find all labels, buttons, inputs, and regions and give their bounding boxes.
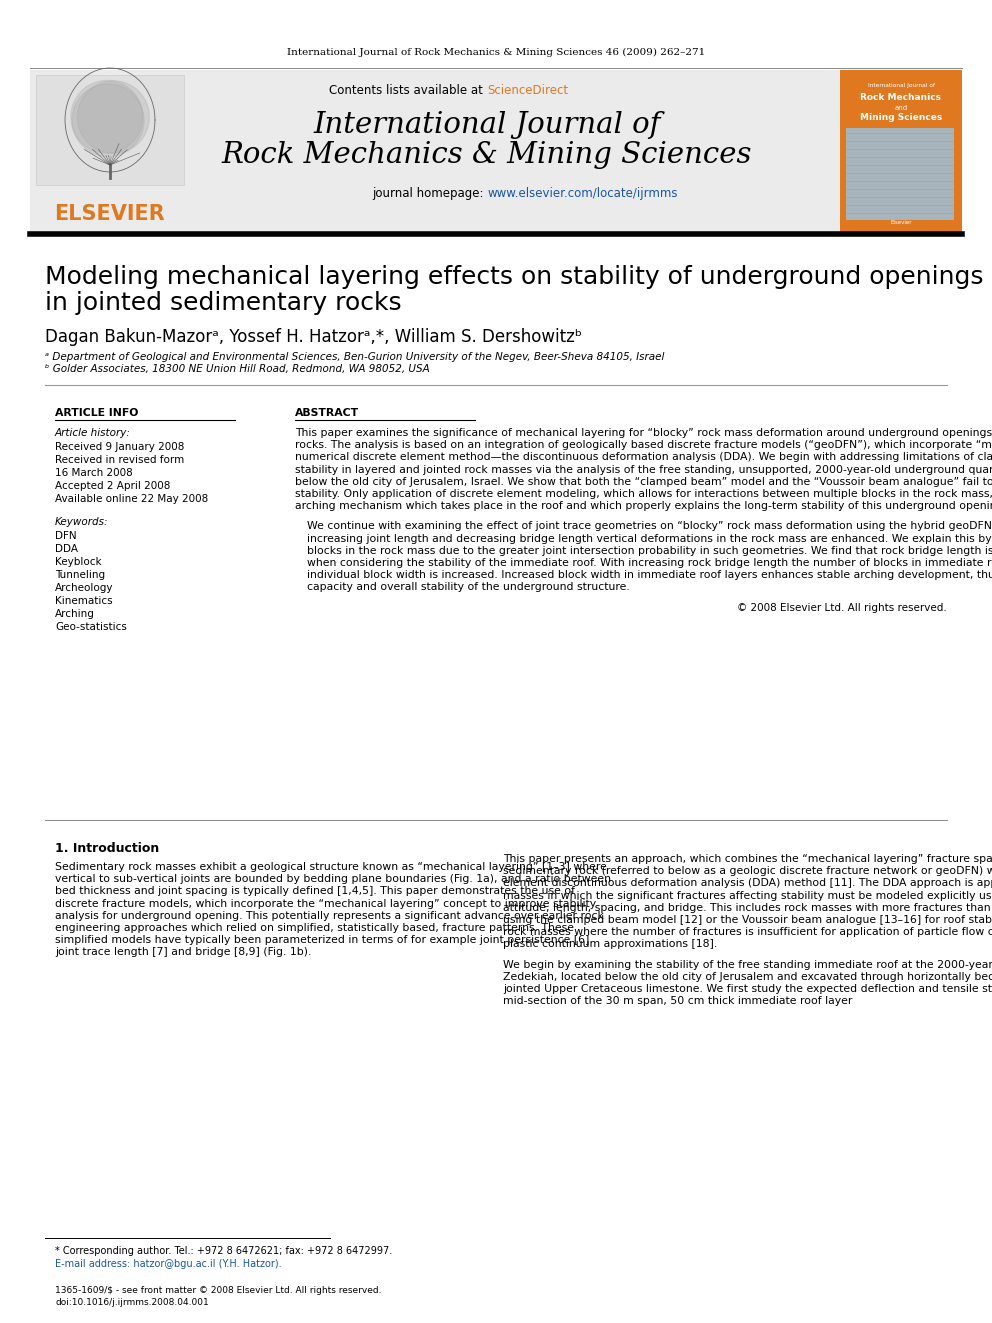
Text: bed thickness and joint spacing is typically defined [1,4,5]. This paper demonst: bed thickness and joint spacing is typic… xyxy=(55,886,575,897)
Text: stability. Only application of discrete element modeling, which allows for inter: stability. Only application of discrete … xyxy=(295,490,992,499)
Text: We begin by examining the stability of the free standing immediate roof at the 2: We begin by examining the stability of t… xyxy=(503,959,992,970)
Text: using the clamped beam model [12] or the Voussoir beam analogue [13–16] for roof: using the clamped beam model [12] or the… xyxy=(503,916,992,925)
Bar xyxy=(840,70,962,232)
Text: increasing joint length and decreasing bridge length vertical deformations in th: increasing joint length and decreasing b… xyxy=(307,533,992,544)
Bar xyxy=(30,70,962,232)
Text: jointed Upper Cretaceous limestone. We first study the expected deflection and t: jointed Upper Cretaceous limestone. We f… xyxy=(503,984,992,994)
Text: numerical discrete element method—the discontinuous deformation analysis (DDA). : numerical discrete element method—the di… xyxy=(295,452,992,463)
Text: www.elsevier.com/locate/ijrmms: www.elsevier.com/locate/ijrmms xyxy=(487,187,678,200)
Polygon shape xyxy=(77,81,150,153)
Text: joint trace length [7] and bridge [8,9] (Fig. 1b).: joint trace length [7] and bridge [8,9] … xyxy=(55,947,311,958)
Text: Archeology: Archeology xyxy=(55,583,113,593)
Text: Tunneling: Tunneling xyxy=(55,570,105,579)
Text: Geo-statistics: Geo-statistics xyxy=(55,622,127,632)
Text: vertical to sub-vertical joints are bounded by bedding plane boundaries (Fig. 1a: vertical to sub-vertical joints are boun… xyxy=(55,875,611,884)
Text: Contents lists available at: Contents lists available at xyxy=(329,83,487,97)
Text: * Corresponding author. Tel.: +972 8 6472621; fax: +972 8 6472997.: * Corresponding author. Tel.: +972 8 647… xyxy=(55,1246,392,1256)
Text: masses in which the significant fractures affecting stability must be modeled ex: masses in which the significant fracture… xyxy=(503,890,992,901)
Text: Keywords:: Keywords: xyxy=(55,517,108,527)
Text: Rock Mechanics: Rock Mechanics xyxy=(860,94,941,102)
Text: 1365-1609/$ - see front matter © 2008 Elsevier Ltd. All rights reserved.: 1365-1609/$ - see front matter © 2008 El… xyxy=(55,1286,382,1295)
Text: and: and xyxy=(895,105,908,111)
Text: This paper presents an approach, which combines the “mechanical layering” fractu: This paper presents an approach, which c… xyxy=(503,855,992,864)
Text: analysis for underground opening. This potentially represents a significant adva: analysis for underground opening. This p… xyxy=(55,910,604,921)
Text: Elsevier: Elsevier xyxy=(890,221,912,225)
Text: capacity and overall stability of the underground structure.: capacity and overall stability of the un… xyxy=(307,582,630,593)
Text: simplified models have typically been parameterized in terms of for example join: simplified models have typically been pa… xyxy=(55,935,589,945)
Text: Zedekiah, located below the old city of Jerusalem and excavated through horizont: Zedekiah, located below the old city of … xyxy=(503,972,992,982)
Text: arching mechanism which takes place in the roof and which properly explains the : arching mechanism which takes place in t… xyxy=(295,501,992,511)
Polygon shape xyxy=(70,81,143,153)
Text: Accepted 2 April 2008: Accepted 2 April 2008 xyxy=(55,482,171,491)
Text: International Journal of: International Journal of xyxy=(867,82,934,87)
Text: ABSTRACT: ABSTRACT xyxy=(295,407,359,418)
Text: when considering the stability of the immediate roof. With increasing rock bridg: when considering the stability of the im… xyxy=(307,558,992,568)
Text: 1. Introduction: 1. Introduction xyxy=(55,841,160,855)
Text: International Journal of: International Journal of xyxy=(313,111,661,139)
Text: ScienceDirect: ScienceDirect xyxy=(487,83,568,97)
Text: This paper examines the significance of mechanical layering for “blocky” rock ma: This paper examines the significance of … xyxy=(295,429,992,438)
Text: discrete fracture models, which incorporate the “mechanical layering” concept to: discrete fracture models, which incorpor… xyxy=(55,898,596,909)
Text: DDA: DDA xyxy=(55,544,78,554)
Text: Received 9 January 2008: Received 9 January 2008 xyxy=(55,442,185,452)
Text: International Journal of Rock Mechanics & Mining Sciences 46 (2009) 262–271: International Journal of Rock Mechanics … xyxy=(287,48,705,57)
Polygon shape xyxy=(72,83,144,156)
Text: plastic continuum approximations [18].: plastic continuum approximations [18]. xyxy=(503,939,717,950)
Text: Modeling mechanical layering effects on stability of underground openings: Modeling mechanical layering effects on … xyxy=(45,265,983,288)
Text: engineering approaches which relied on simplified, statistically based, fracture: engineering approaches which relied on s… xyxy=(55,923,574,933)
Text: stability in layered and jointed rock masses via the analysis of the free standi: stability in layered and jointed rock ma… xyxy=(295,464,992,475)
Text: Available online 22 May 2008: Available online 22 May 2008 xyxy=(55,493,208,504)
Text: mid-section of the 30 m span, 50 cm thick immediate roof layer: mid-section of the 30 m span, 50 cm thic… xyxy=(503,996,852,1007)
Text: Keyblock: Keyblock xyxy=(55,557,101,568)
Text: DFN: DFN xyxy=(55,531,76,541)
Text: © 2008 Elsevier Ltd. All rights reserved.: © 2008 Elsevier Ltd. All rights reserved… xyxy=(737,602,947,613)
Text: ᵃ Department of Geological and Environmental Sciences, Ben-Gurion University of : ᵃ Department of Geological and Environme… xyxy=(45,352,665,363)
Text: rock masses where the number of fractures is insufficient for application of par: rock masses where the number of fracture… xyxy=(503,927,992,937)
Text: Article history:: Article history: xyxy=(55,429,131,438)
Text: We continue with examining the effect of joint trace geometries on “blocky” rock: We continue with examining the effect of… xyxy=(307,521,992,532)
Text: journal homepage:: journal homepage: xyxy=(372,187,487,200)
Text: rocks. The analysis is based on an integration of geologically based discrete fr: rocks. The analysis is based on an integ… xyxy=(295,441,992,450)
Text: Rock Mechanics & Mining Sciences: Rock Mechanics & Mining Sciences xyxy=(222,142,752,169)
Text: blocks in the rock mass due to the greater joint intersection probability in suc: blocks in the rock mass due to the great… xyxy=(307,546,992,556)
Text: sedimentary rock (referred to below as a geologic discrete fracture network or g: sedimentary rock (referred to below as a… xyxy=(503,867,992,876)
Bar xyxy=(36,75,184,185)
Text: Sedimentary rock masses exhibit a geological structure known as “mechanical laye: Sedimentary rock masses exhibit a geolog… xyxy=(55,863,607,872)
Bar xyxy=(846,128,954,220)
Text: ARTICLE INFO: ARTICLE INFO xyxy=(55,407,138,418)
Text: doi:10.1016/j.ijrmms.2008.04.001: doi:10.1016/j.ijrmms.2008.04.001 xyxy=(55,1298,208,1307)
Text: Received in revised form: Received in revised form xyxy=(55,455,185,464)
Text: Kinematics: Kinematics xyxy=(55,595,113,606)
Text: element discontinuous deformation analysis (DDA) method [11]. The DDA approach i: element discontinuous deformation analys… xyxy=(503,878,992,889)
Text: attitude, length, spacing, and bridge. This includes rock masses with more fract: attitude, length, spacing, and bridge. T… xyxy=(503,902,992,913)
Text: ᵇ Golder Associates, 18300 NE Union Hill Road, Redmond, WA 98052, USA: ᵇ Golder Associates, 18300 NE Union Hill… xyxy=(45,364,430,374)
Text: individual block width is increased. Increased block width in immediate roof lay: individual block width is increased. Inc… xyxy=(307,570,992,581)
Text: Arching: Arching xyxy=(55,609,95,619)
Text: ELSEVIER: ELSEVIER xyxy=(55,204,166,224)
Text: below the old city of Jerusalem, Israel. We show that both the “clamped beam” mo: below the old city of Jerusalem, Israel.… xyxy=(295,476,992,487)
Text: 16 March 2008: 16 March 2008 xyxy=(55,468,133,478)
Text: Dagan Bakun-Mazorᵃ, Yossef H. Hatzorᵃ,*, William S. Dershowitzᵇ: Dagan Bakun-Mazorᵃ, Yossef H. Hatzorᵃ,*,… xyxy=(45,328,582,347)
Text: in jointed sedimentary rocks: in jointed sedimentary rocks xyxy=(45,291,402,315)
Text: E-mail address: hatzor@bgu.ac.il (Y.H. Hatzor).: E-mail address: hatzor@bgu.ac.il (Y.H. H… xyxy=(55,1259,282,1269)
Text: Mining Sciences: Mining Sciences xyxy=(860,114,942,123)
